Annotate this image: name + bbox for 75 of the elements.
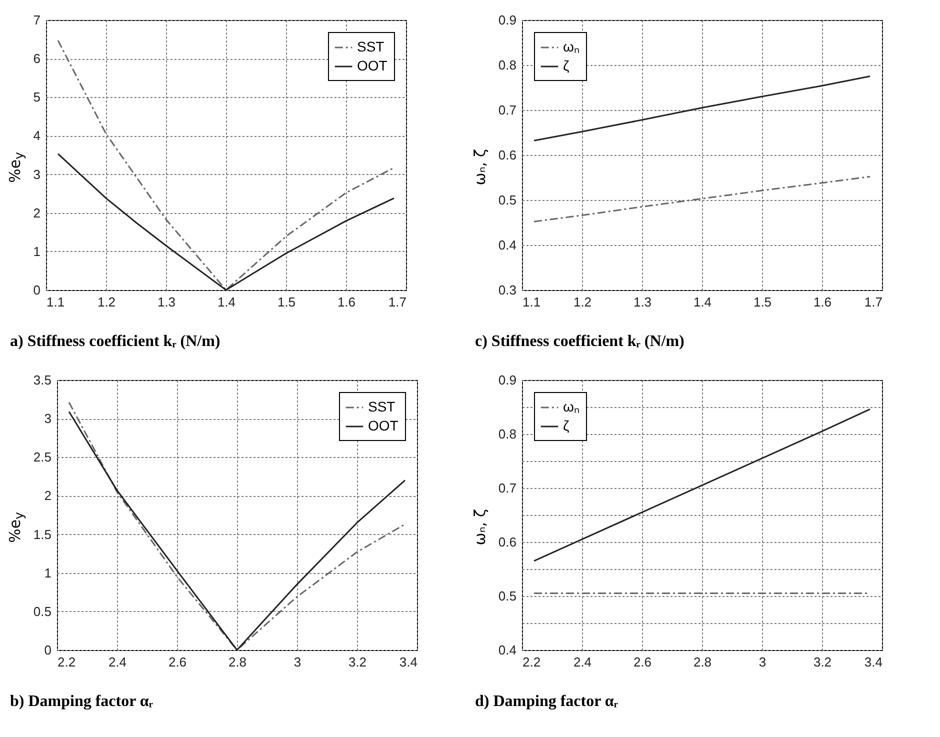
x-tick-label: 2.6 — [633, 654, 652, 670]
line-series — [57, 153, 395, 290]
y-tick-label: 3 — [33, 166, 40, 182]
y-tick-label: 7 — [33, 12, 40, 28]
y-tick-label: 1.5 — [33, 526, 52, 542]
legend-label: OOT — [357, 58, 388, 74]
x-tick-label: 3 — [758, 654, 766, 670]
x-tick-label: 2.4 — [108, 654, 127, 670]
y-tick-label: 0.3 — [498, 282, 516, 298]
x-axis-title: d) Damping factor αᵣ — [475, 693, 619, 711]
x-axis-title: b) Damping factor αᵣ — [10, 693, 154, 711]
y-tick-label: 0.5 — [498, 192, 516, 208]
legend-label: OOT — [368, 418, 399, 434]
x-tick-label: 1.4 — [693, 294, 712, 310]
x-tick-label: 1.7 — [864, 294, 882, 310]
x-tick-label: 1.2 — [573, 294, 592, 310]
y-tick-label: 0.4 — [498, 642, 516, 658]
x-tick-label: 1.6 — [337, 294, 356, 310]
x-tick-label: 3 — [294, 654, 302, 670]
y-tick-label: 0 — [44, 642, 52, 658]
y-tick-label: 4 — [33, 128, 40, 144]
y-tick-label: 0.6 — [498, 534, 516, 550]
y-tick-label: 2 — [44, 488, 52, 504]
y-axis-title: ωₙ, ζ — [471, 149, 490, 186]
x-tick-label: 1.3 — [157, 294, 176, 310]
y-tick-label: 6 — [33, 51, 40, 66]
line-series — [533, 76, 871, 142]
x-axis-title: c) Stiffness coefficient kᵣ (N/m) — [475, 333, 686, 351]
x-tick-label: 1.1 — [46, 294, 65, 310]
legend-label: ωₙ — [563, 38, 580, 54]
x-tick-label: 3.4 — [399, 654, 418, 670]
x-tick-label: 3.4 — [864, 654, 882, 670]
y-tick-label: 0.6 — [498, 148, 516, 162]
x-tick-label: 1.3 — [633, 294, 652, 310]
x-tick-label: 1.5 — [277, 294, 296, 310]
x-tick-label: 2.2 — [58, 654, 76, 670]
x-tick-label: 1.7 — [388, 294, 406, 310]
x-tick-label: 2.2 — [522, 654, 541, 670]
x-tick-label: 2.4 — [573, 654, 592, 670]
y-tick-label: 1 — [33, 244, 40, 259]
legend-label: ζ — [563, 58, 570, 74]
y-axis-title: ωₙ, ζ — [471, 509, 490, 546]
y-tick-label: 2.5 — [33, 450, 52, 465]
x-tick-label: 1.4 — [217, 294, 236, 310]
x-tick-label: 2.8 — [693, 654, 712, 670]
legend-label: ζ — [563, 418, 570, 434]
y-tick-label: 3.5 — [33, 372, 52, 388]
y-tick-label: 0.7 — [498, 480, 516, 496]
x-tick-label: 1.5 — [753, 294, 772, 310]
y-tick-label: 2 — [33, 205, 40, 220]
y-tick-label: 0.5 — [33, 604, 52, 619]
y-tick-label: 3 — [44, 411, 52, 426]
y-tick-label: 1 — [44, 565, 52, 580]
y-tick-label: 0.8 — [498, 426, 516, 442]
x-tick-label: 2.6 — [168, 654, 187, 670]
y-tick-label: 0.9 — [498, 372, 516, 388]
y-tick-label: 0.9 — [498, 12, 516, 28]
x-tick-label: 2.8 — [228, 654, 247, 670]
y-tick-label: 0.5 — [498, 588, 516, 604]
x-tick-label: 1.6 — [813, 294, 832, 310]
y-tick-label: 0.4 — [498, 238, 516, 252]
y-tick-label: 5 — [33, 90, 40, 105]
x-tick-label: 1.1 — [522, 294, 541, 310]
x-tick-label: 1.2 — [97, 294, 116, 310]
line-series — [533, 176, 871, 222]
y-tick-label: 0.8 — [498, 58, 516, 72]
y-tick-label: 0.7 — [498, 102, 516, 118]
legend-label: ωₙ — [563, 398, 580, 414]
x-tick-label: 3.2 — [813, 654, 832, 670]
line-series — [57, 40, 395, 290]
y-tick-label: 0 — [33, 282, 40, 298]
legend-label: SST — [368, 398, 396, 414]
legend-label: SST — [357, 38, 385, 54]
x-axis-title: a) Stiffness coefficient kᵣ (N/m) — [10, 333, 222, 351]
x-tick-label: 3.2 — [348, 654, 367, 670]
